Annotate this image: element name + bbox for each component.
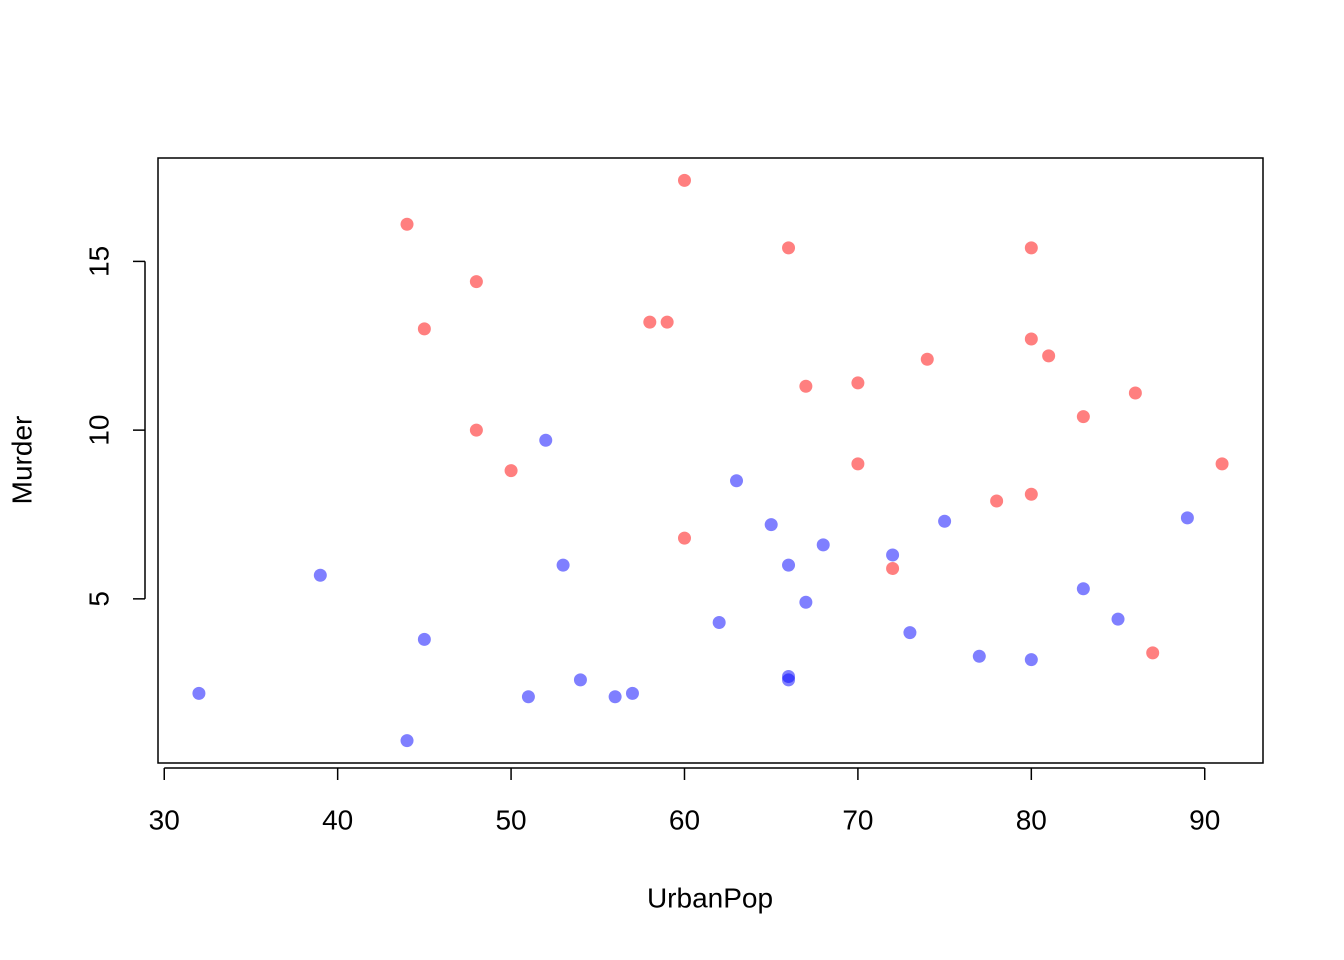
point [1128,386,1142,400]
point [920,352,934,366]
point [886,561,900,575]
point [799,379,813,393]
point [782,558,796,572]
point [192,686,206,700]
point [1076,582,1090,596]
point [886,548,900,562]
point [539,433,553,447]
point [903,626,917,640]
point [556,558,570,572]
point [677,531,691,545]
point [1024,653,1038,667]
point [1111,612,1125,626]
point [643,315,657,329]
x-tick-label: 40 [322,804,353,835]
x-tick-label: 70 [842,804,873,835]
y-tick-label: 5 [83,591,114,607]
point [400,217,414,231]
point [504,464,518,478]
point [1076,410,1090,424]
point [625,686,639,700]
point [1024,241,1038,255]
point [938,514,952,528]
x-tick-label: 30 [149,804,180,835]
point [660,315,674,329]
point [1024,332,1038,346]
point [400,734,414,748]
x-tick-label: 50 [495,804,526,835]
point [1146,646,1160,660]
point [782,241,796,255]
point [1180,511,1194,525]
point [417,632,431,646]
point [782,673,796,687]
point [1042,349,1056,363]
point [1024,487,1038,501]
point [764,518,778,532]
y-tick-label: 15 [83,246,114,277]
point [677,173,691,187]
point [469,275,483,289]
point [521,690,535,704]
y-axis-label: Murder [6,416,37,505]
point [816,538,830,552]
point [1215,457,1229,471]
x-tick-label: 80 [1016,804,1047,835]
point [972,649,986,663]
point [990,494,1004,508]
point [851,376,865,390]
point [730,474,744,488]
x-axis-label: UrbanPop [647,882,773,913]
y-tick-label: 10 [83,415,114,446]
point [313,568,327,582]
point [608,690,622,704]
x-tick-label: 60 [669,804,700,835]
point [469,423,483,437]
point [417,322,431,336]
point [573,673,587,687]
point [851,457,865,471]
x-tick-label: 90 [1189,804,1220,835]
point [799,595,813,609]
point [712,615,726,629]
plot-frame [157,157,1264,764]
